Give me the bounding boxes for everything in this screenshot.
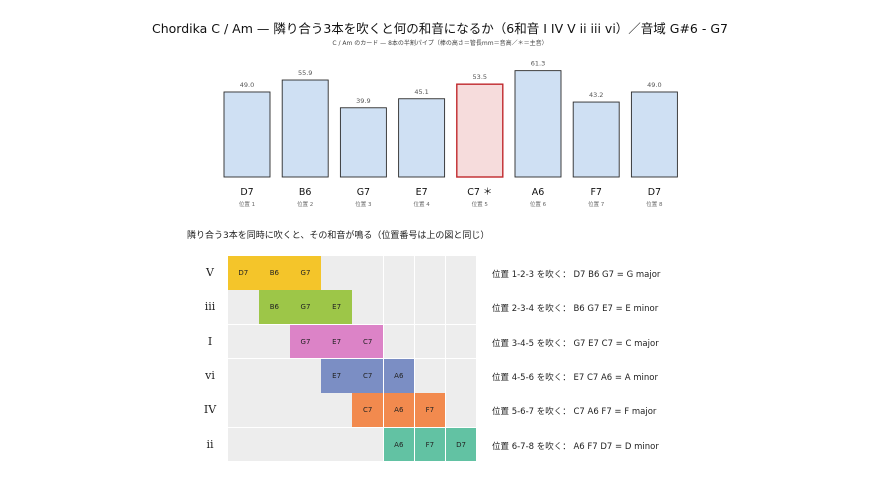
empty-grid-cell (228, 427, 259, 462)
chord-description: 位置 3-4-5 を吹く： G7 E7 C7 = C major (492, 338, 659, 349)
empty-grid-cell (290, 427, 321, 462)
empty-grid-cell (414, 358, 446, 393)
position-label: 位置 3 (355, 200, 372, 208)
empty-grid-cell (383, 324, 415, 359)
chord-numeral-label: I (207, 334, 213, 348)
note-label: G7 (357, 187, 370, 198)
pipe-bar (339, 107, 387, 178)
empty-grid-cell (414, 290, 446, 325)
position-label: 位置 5 (472, 200, 489, 208)
empty-grid-cell (352, 427, 383, 462)
chord-note-cell: E7 (321, 358, 352, 393)
empty-grid-cell (445, 290, 477, 325)
position-label: 位置 6 (530, 200, 547, 208)
empty-grid-cell (259, 427, 290, 462)
empty-grid-cell (259, 393, 290, 427)
empty-grid-cell (259, 324, 290, 359)
empty-grid-cell (445, 393, 477, 427)
bar-value-label: 39.9 (356, 97, 370, 105)
empty-grid-cell (228, 324, 259, 359)
chord-note-cell: C7 (352, 358, 383, 393)
note-label: A6 (532, 187, 545, 198)
note-label: D7 (240, 187, 253, 198)
chord-note-cell: G7 (290, 324, 321, 359)
chord-note-cell: B6 (259, 256, 290, 290)
chord-note-cell: A6 (383, 427, 415, 462)
bar-value-label: 43.2 (589, 91, 603, 99)
empty-grid-cell (445, 256, 477, 290)
position-label: 位置 4 (413, 200, 430, 208)
chord-note-cell: E7 (321, 290, 352, 325)
pipe-bar (630, 91, 678, 178)
pipe-bar (572, 101, 620, 178)
position-label: 位置 8 (646, 200, 663, 208)
bar-value-label: 53.5 (473, 73, 487, 81)
chord-description: 位置 5-6-7 を吹く： C7 A6 F7 = F major (492, 407, 657, 418)
chord-numeral-label: iii (204, 300, 216, 314)
bar-value-label: 45.1 (414, 88, 428, 96)
note-label: B6 (299, 187, 312, 198)
chord-note-cell: D7 (445, 427, 477, 462)
chord-note-cell: C7 (352, 324, 383, 359)
empty-grid-cell (383, 256, 415, 290)
chord-note-cell: D7 (228, 256, 259, 290)
empty-grid-cell (414, 256, 446, 290)
note-label: C7 ＊ (467, 187, 492, 198)
empty-grid-cell (228, 393, 259, 427)
empty-grid-cell (290, 393, 321, 427)
bar-value-label: 49.0 (647, 81, 661, 89)
chord-numeral-label: IV (203, 403, 217, 417)
empty-grid-cell (414, 324, 446, 359)
chord-note-cell: A6 (383, 358, 415, 393)
pipe-bar (398, 98, 446, 178)
bar-value-label: 55.9 (298, 69, 312, 77)
chord-description: 位置 6-7-8 を吹く： A6 F7 D7 = D minor (492, 441, 659, 452)
grid-section-label: 隣り合う3本を同時に吹くと、その和音が鳴る（位置番号は上の図と同じ） (187, 231, 490, 241)
chord-note-cell: G7 (290, 256, 321, 290)
page-subtitle: C / Am のカード — 8本の半割パイプ（棒の高さ＝管長mm＝音高／＊＝主音… (332, 40, 548, 47)
pipe-bar (281, 79, 329, 178)
chord-numeral-label: ii (206, 437, 214, 451)
position-label: 位置 1 (239, 200, 255, 208)
pipe-bar (223, 91, 271, 178)
chord-note-cell: F7 (414, 427, 446, 462)
bar-value-label: 61.3 (531, 60, 545, 68)
chord-note-cell: C7 (352, 393, 383, 427)
chord-numeral-label: vi (205, 368, 215, 382)
pipe-bar (456, 83, 504, 178)
position-label: 位置 2 (297, 200, 313, 208)
chord-note-cell: A6 (383, 393, 415, 427)
empty-grid-cell (321, 427, 352, 462)
chord-numeral-label: V (206, 266, 214, 279)
chord-description: 位置 2-3-4 を吹く： B6 G7 E7 = E minor (492, 304, 659, 315)
empty-grid-cell (321, 256, 352, 290)
chord-note-cell: F7 (414, 393, 446, 427)
chord-note-cell: G7 (290, 290, 321, 325)
chord-description: 位置 1-2-3 を吹く： D7 B6 G7 = G major (492, 270, 661, 280)
page-title: Chordika C / Am — 隣り合う3本を吹くと何の和音になるか（6和音… (152, 21, 728, 36)
empty-grid-cell (228, 358, 259, 393)
chord-note-cell: B6 (259, 290, 290, 325)
note-label: D7 (648, 187, 661, 198)
empty-grid-cell (290, 358, 321, 393)
pipe-bar (514, 70, 562, 178)
empty-grid-cell (352, 256, 383, 290)
pipe-bar-chart: 49.0 D7 位置 1 55.9 B6 位置 2 39.9 G7 位置 3 45.1 E7 位置 4… (223, 60, 678, 208)
note-label: E7 (416, 187, 428, 198)
empty-grid-cell (259, 358, 290, 393)
empty-grid-cell (445, 358, 477, 393)
empty-grid-cell (352, 290, 383, 325)
empty-grid-cell (383, 290, 415, 325)
chord-note-cell: E7 (321, 324, 352, 359)
position-label: 位置 7 (588, 200, 605, 208)
note-label: F7 (590, 187, 602, 198)
empty-grid-cell (321, 393, 352, 427)
empty-grid-cell (228, 290, 259, 325)
chord-description: 位置 4-5-6 を吹く： E7 C7 A6 = A minor (492, 372, 658, 383)
empty-grid-cell (445, 324, 477, 359)
bar-value-label: 49.0 (240, 81, 254, 89)
